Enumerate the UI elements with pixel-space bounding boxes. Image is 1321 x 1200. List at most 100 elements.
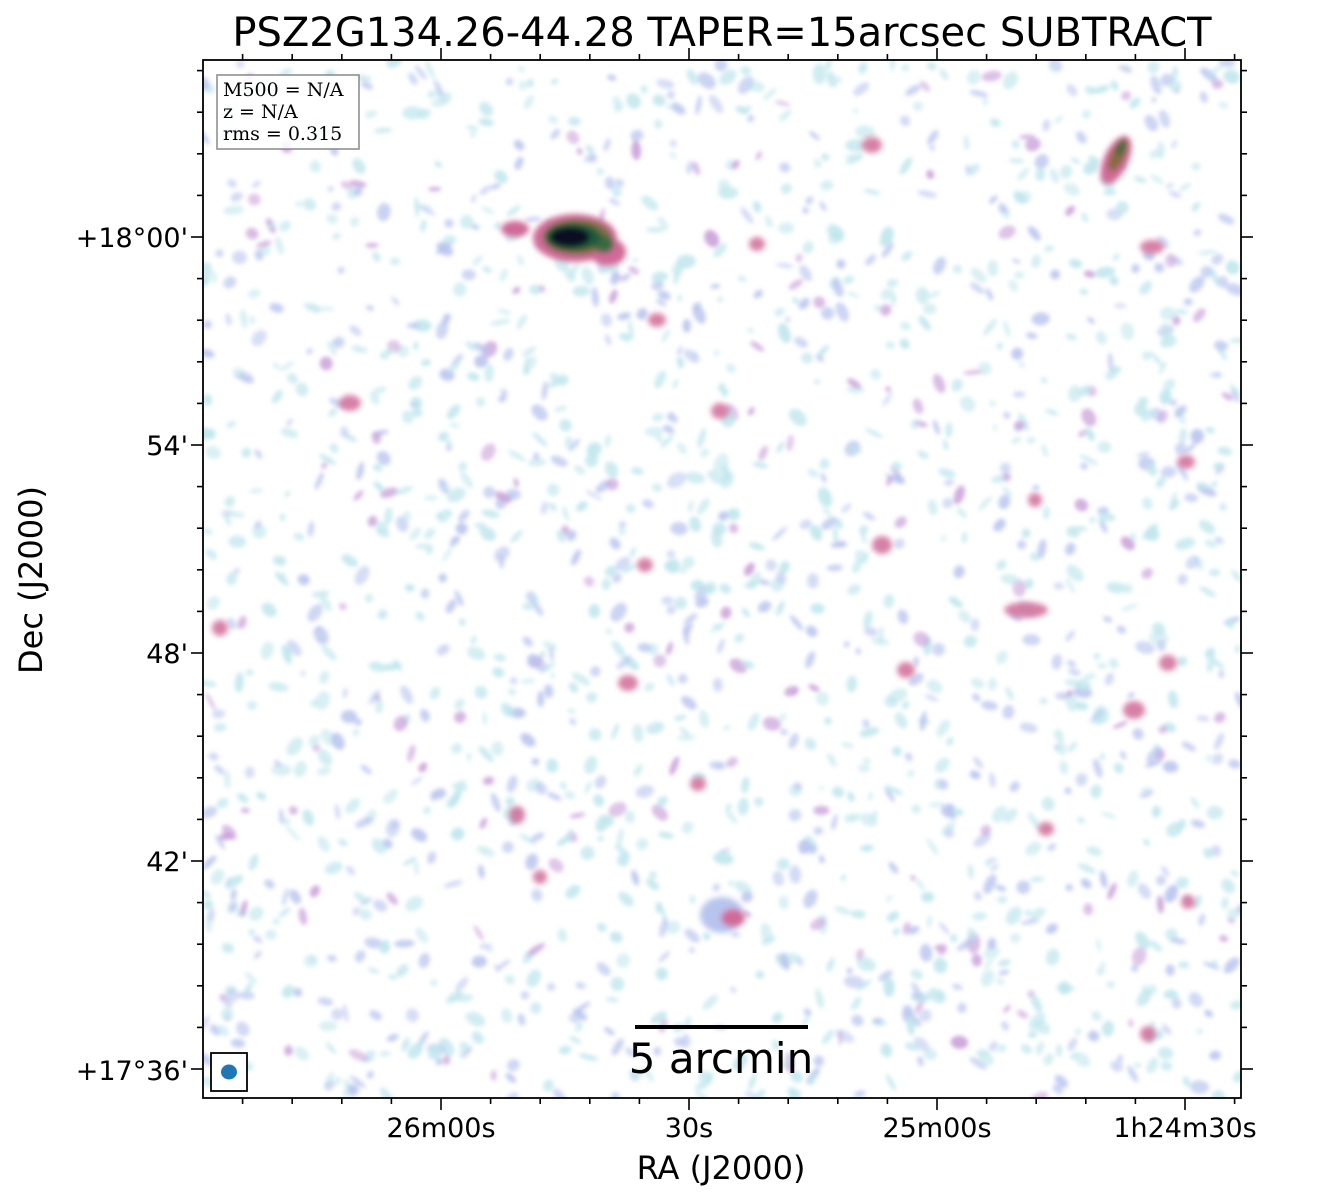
noise-speck — [789, 614, 804, 631]
noise-speck — [917, 1056, 924, 1067]
noise-speck — [550, 455, 568, 467]
noise-speck — [1139, 280, 1153, 295]
noise-speck — [522, 602, 534, 611]
noise-speck — [317, 749, 333, 767]
noise-speck — [1056, 741, 1067, 756]
noise-speck — [998, 969, 1010, 976]
noise-speck — [935, 757, 950, 773]
noise-speck — [414, 203, 433, 211]
noise-speck — [1213, 659, 1225, 670]
noise-speck — [425, 547, 433, 555]
noise-speck — [781, 1054, 794, 1069]
noise-speck — [748, 80, 765, 93]
noise-speck — [454, 711, 467, 724]
noise-speck — [893, 473, 905, 485]
noise-speck — [203, 855, 217, 870]
noise-speck — [1230, 1000, 1241, 1010]
noise-speck — [1097, 441, 1112, 453]
noise-speck — [996, 342, 1003, 351]
noise-speck — [784, 685, 799, 697]
noise-speck — [520, 733, 536, 747]
noise-speck — [517, 1013, 526, 1026]
noise-speck — [961, 531, 967, 544]
noise-speck — [622, 273, 632, 279]
noise-speck — [633, 764, 643, 777]
noise-speck — [970, 618, 980, 632]
noise-speck — [1053, 728, 1064, 743]
noise-speck — [1227, 918, 1235, 924]
noise-speck — [1105, 186, 1113, 193]
noise-speck — [915, 287, 930, 304]
noise-speck — [286, 737, 303, 756]
noise-speck — [1113, 762, 1124, 774]
noise-speck — [1205, 427, 1215, 434]
noise-speck — [758, 445, 769, 461]
noise-speck — [497, 308, 512, 315]
noise-speck — [894, 712, 908, 729]
noise-speck — [584, 781, 592, 794]
noise-speck — [847, 791, 855, 802]
noise-speck — [249, 906, 264, 921]
noise-speck — [778, 560, 790, 575]
noise-speck — [697, 498, 710, 515]
noise-speck — [776, 263, 794, 269]
noise-speck — [237, 615, 247, 630]
noise-speck — [369, 391, 380, 405]
noise-speck — [818, 855, 825, 864]
noise-speck — [245, 669, 254, 676]
noise-speck — [1159, 389, 1172, 405]
noise-speck — [737, 76, 754, 94]
noise-speck — [755, 151, 763, 161]
noise-speck — [1121, 603, 1138, 612]
noise-speck — [244, 982, 253, 995]
noise-speck — [871, 1017, 883, 1024]
noise-speck — [279, 513, 286, 522]
noise-speck — [960, 395, 976, 412]
noise-speck — [436, 644, 450, 656]
noise-speck — [1177, 574, 1188, 585]
noise-speck — [328, 408, 338, 418]
noise-speck — [506, 205, 521, 217]
noise-speck — [748, 542, 765, 551]
noise-speck — [655, 901, 663, 914]
noise-speck — [651, 804, 669, 821]
noise-speck — [353, 892, 370, 905]
noise-speck — [455, 977, 469, 992]
noise-speck — [221, 1007, 234, 1021]
noise-speck — [999, 517, 1005, 526]
noise-speck — [494, 170, 508, 184]
noise-speck — [238, 991, 255, 1000]
noise-speck — [1096, 967, 1105, 976]
noise-speck — [795, 253, 803, 263]
noise-speck — [840, 742, 855, 749]
noise-speck — [1156, 236, 1170, 249]
noise-speck — [1172, 66, 1178, 81]
noise-speck — [1178, 961, 1190, 969]
noise-speck — [248, 193, 261, 206]
noise-speck — [427, 1044, 443, 1060]
noise-speck — [945, 422, 953, 438]
noise-speck — [674, 596, 687, 610]
y-tick-label: 54' — [146, 431, 188, 462]
noise-speck — [1011, 140, 1020, 149]
noise-speck — [1014, 420, 1025, 430]
noise-speck — [424, 495, 438, 501]
noise-speck — [670, 522, 688, 536]
noise-speck — [778, 895, 789, 910]
noise-speck — [565, 884, 581, 899]
noise-speck — [845, 139, 866, 152]
noise-speck — [1067, 1037, 1078, 1052]
noise-speck — [1154, 262, 1165, 273]
noise-speck — [969, 90, 989, 97]
noise-speck — [1130, 531, 1137, 542]
noise-speck — [571, 549, 581, 566]
noise-speck — [987, 937, 997, 951]
noise-speck — [1074, 679, 1091, 691]
noise-speck — [727, 507, 741, 521]
noise-speck — [1075, 1028, 1081, 1036]
noise-speck — [532, 431, 548, 447]
noise-speck — [264, 879, 275, 889]
noise-speck — [239, 371, 255, 384]
noise-speck — [324, 1080, 335, 1091]
noise-speck — [799, 265, 812, 282]
